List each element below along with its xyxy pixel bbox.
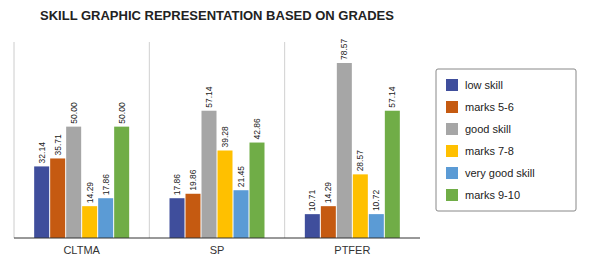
legend-swatch (446, 123, 458, 135)
bar (98, 198, 113, 238)
data-label: 57.14 (204, 86, 214, 108)
x-axis-line (14, 238, 420, 239)
bar (305, 214, 320, 238)
data-label: 17.86 (101, 174, 111, 196)
data-label: 78.57 (339, 38, 349, 60)
bar (186, 194, 201, 238)
bar (114, 127, 129, 238)
legend-label: marks 7-8 (465, 145, 514, 157)
chart-container: SKILL GRAPHIC REPRESENTATION BASED ON GR… (0, 0, 592, 274)
legend-label: good skill (465, 123, 511, 135)
legend: low skill marks 5-6 good skill marks 7-8 ver… (436, 69, 576, 211)
legend-swatch (446, 79, 458, 91)
legend-label: low skill (465, 79, 503, 91)
legend-label: very good skill (465, 167, 535, 179)
data-labels: 32.14 17.86 10.71 35.71 19.86 14.29 50.00 57.14… (37, 38, 398, 211)
x-tick-label: SP (210, 244, 225, 256)
group-divider (149, 42, 150, 238)
bar (202, 111, 217, 238)
data-label: 19.86 (188, 169, 198, 191)
legend-swatch (446, 101, 458, 113)
data-label: 42.86 (252, 118, 262, 140)
legend-frame (436, 69, 576, 211)
data-label: 28.57 (355, 150, 365, 172)
data-label: 14.29 (85, 182, 95, 204)
data-label: 39.28 (220, 126, 230, 148)
data-label: 32.14 (37, 142, 47, 164)
group-divider (284, 42, 285, 238)
x-tick-label: CLTMA (63, 244, 100, 256)
bar (50, 158, 65, 238)
bar (82, 206, 97, 238)
bar (218, 151, 233, 238)
legend-swatch (446, 145, 458, 157)
bar (321, 206, 336, 238)
data-label: 10.72 (371, 190, 381, 212)
bar (234, 190, 249, 238)
data-label: 50.00 (69, 102, 79, 124)
bar (250, 143, 265, 238)
bar (34, 166, 49, 238)
bar (66, 127, 81, 238)
bar (369, 214, 384, 238)
data-label: 57.14 (387, 86, 397, 108)
bar (337, 63, 352, 238)
data-label: 50.00 (117, 102, 127, 124)
bar (353, 174, 368, 238)
data-label: 14.29 (323, 182, 333, 204)
data-label: 35.71 (53, 134, 63, 156)
chart-title: SKILL GRAPHIC REPRESENTATION BASED ON GR… (40, 8, 394, 23)
legend-label: marks 9-10 (465, 189, 520, 201)
bars (34, 63, 400, 238)
data-label: 17.86 (172, 174, 182, 196)
bar (170, 198, 185, 238)
data-label: 10.71 (307, 190, 317, 212)
y-range-line (14, 42, 15, 238)
legend-swatch (446, 167, 458, 179)
data-label: 21.45 (236, 166, 246, 188)
chart-svg: SKILL GRAPHIC REPRESENTATION BASED ON GR… (0, 0, 592, 274)
legend-swatch (446, 189, 458, 201)
bar (385, 111, 400, 238)
legend-label: marks 5-6 (465, 101, 514, 113)
x-tick-label: PTFER (334, 244, 370, 256)
